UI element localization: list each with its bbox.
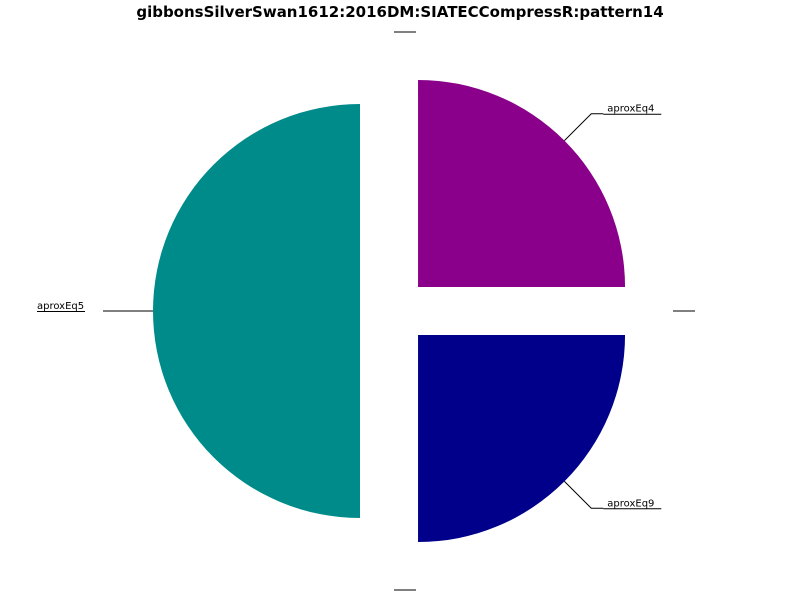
- pie-slice-aproxeq4: [418, 79, 626, 287]
- pie-label-aproxeq4: aproxEq4: [607, 104, 654, 115]
- pie-leader-lines: [103, 31, 695, 591]
- pie-labels: aproxEq4 aproxEq9 aproxEq5: [37, 104, 662, 510]
- leader-line-aproxeq9: [564, 481, 604, 509]
- pie-slice-aproxeq5: [153, 104, 360, 518]
- chart-title: gibbonsSilverSwan1612:2016DM:SIATECCompr…: [136, 3, 664, 21]
- pie-slices: [153, 79, 626, 543]
- pie-label-aproxeq5: aproxEq5: [37, 301, 84, 312]
- pie-label-aproxeq9: aproxEq9: [607, 498, 654, 509]
- pie-slice-aproxeq9: [418, 335, 626, 543]
- leader-line-aproxeq4: [564, 113, 604, 141]
